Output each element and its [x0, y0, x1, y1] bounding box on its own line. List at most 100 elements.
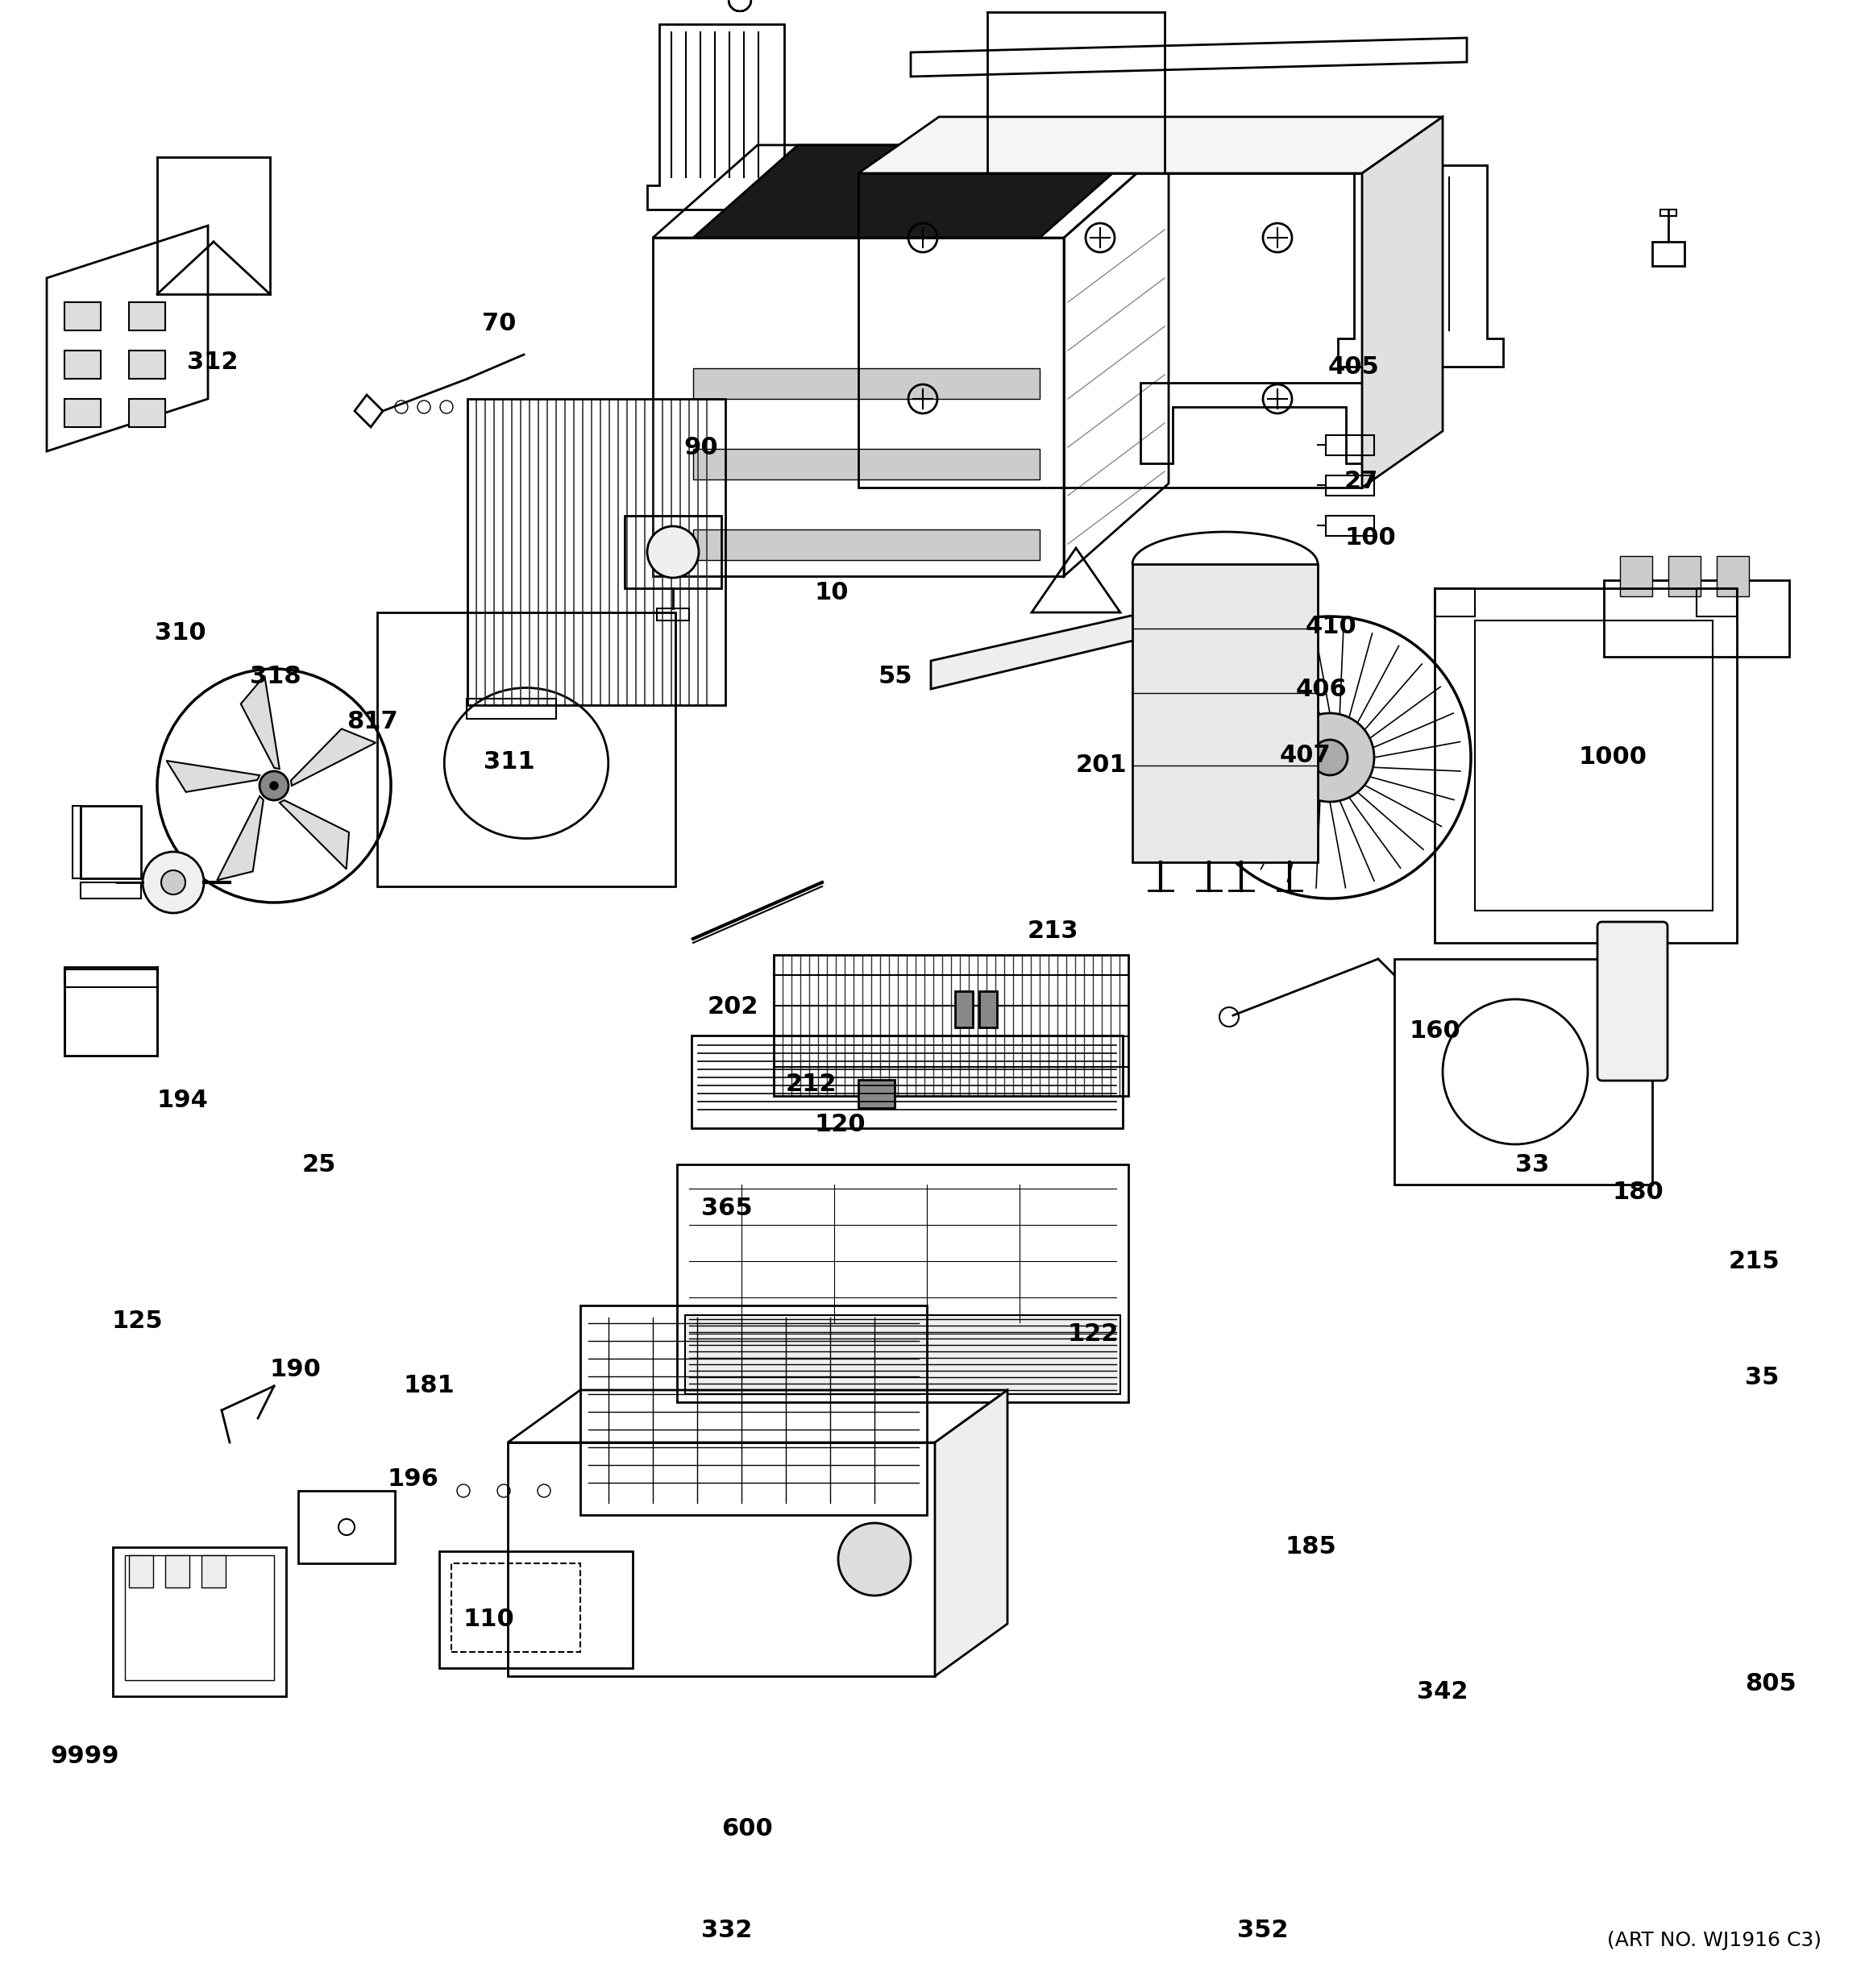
Text: 160: 160: [1408, 1020, 1460, 1044]
Bar: [1434, 588, 1736, 942]
Text: 27: 27: [1345, 471, 1378, 493]
Text: 70: 70: [481, 312, 517, 336]
Polygon shape: [931, 596, 1218, 690]
Bar: [625, 515, 722, 588]
Circle shape: [647, 527, 699, 579]
Text: 122: 122: [1069, 1322, 1119, 1346]
Text: 10: 10: [813, 580, 849, 604]
Text: 55: 55: [878, 666, 912, 688]
Bar: [694, 529, 1039, 561]
Bar: [440, 1551, 632, 1668]
Bar: [298, 1491, 395, 1563]
Text: 405: 405: [1328, 356, 1380, 378]
Text: 100: 100: [1345, 527, 1395, 551]
Circle shape: [259, 771, 289, 801]
Bar: [1326, 475, 1375, 495]
Circle shape: [837, 1523, 910, 1596]
Circle shape: [142, 851, 203, 912]
Polygon shape: [216, 795, 263, 881]
Text: 600: 600: [722, 1817, 772, 1841]
Polygon shape: [280, 801, 349, 869]
Polygon shape: [291, 730, 375, 785]
Text: 311: 311: [483, 749, 535, 773]
Bar: [1475, 620, 1712, 911]
Circle shape: [1313, 740, 1348, 775]
Bar: [466, 698, 556, 720]
Bar: [1395, 958, 1652, 1185]
Circle shape: [270, 781, 278, 789]
Bar: [451, 1563, 580, 1652]
Text: 185: 185: [1285, 1535, 1337, 1559]
Circle shape: [1285, 714, 1375, 801]
Bar: [1132, 565, 1319, 863]
Polygon shape: [166, 761, 259, 791]
Text: 90: 90: [683, 435, 718, 459]
Bar: [1652, 243, 1684, 266]
Text: 310: 310: [155, 620, 205, 644]
Text: 342: 342: [1417, 1680, 1468, 1704]
Bar: [979, 992, 998, 1028]
Text: 212: 212: [785, 1072, 837, 1095]
FancyBboxPatch shape: [1598, 922, 1667, 1081]
Bar: [1604, 580, 1789, 656]
Bar: [129, 400, 166, 427]
Bar: [656, 608, 688, 620]
Text: 213: 213: [1028, 918, 1078, 942]
Bar: [1326, 435, 1375, 455]
Text: 181: 181: [403, 1374, 455, 1398]
Text: 120: 120: [813, 1113, 865, 1135]
Polygon shape: [1361, 117, 1444, 487]
Bar: [73, 805, 80, 879]
Bar: [80, 883, 142, 899]
Bar: [653, 239, 1063, 577]
Text: 125: 125: [112, 1310, 162, 1334]
Bar: [80, 805, 142, 879]
Polygon shape: [858, 117, 1444, 173]
Text: 410: 410: [1306, 614, 1358, 638]
Text: 190: 190: [270, 1358, 321, 1382]
Bar: [694, 368, 1039, 400]
Bar: [1669, 557, 1701, 596]
Text: 25: 25: [302, 1153, 336, 1177]
Bar: [858, 173, 1361, 487]
Bar: [507, 1443, 934, 1676]
Text: 805: 805: [1746, 1672, 1796, 1696]
Bar: [1326, 515, 1375, 537]
Bar: [468, 400, 725, 706]
Bar: [1609, 1000, 1656, 1018]
Bar: [65, 302, 101, 330]
Circle shape: [160, 871, 185, 895]
Bar: [1660, 209, 1677, 217]
Bar: [65, 970, 157, 988]
Bar: [955, 992, 974, 1028]
Bar: [129, 350, 166, 380]
Polygon shape: [694, 145, 1145, 239]
Bar: [1621, 557, 1652, 596]
Bar: [1434, 588, 1475, 616]
Bar: [1609, 968, 1656, 986]
Bar: [1697, 588, 1736, 616]
Text: 201: 201: [1076, 753, 1126, 777]
Bar: [1609, 1030, 1656, 1048]
Text: 110: 110: [463, 1608, 515, 1632]
Text: 202: 202: [707, 996, 759, 1020]
Bar: [677, 1165, 1128, 1402]
Text: 318: 318: [250, 666, 300, 688]
Text: 406: 406: [1296, 678, 1347, 700]
Bar: [377, 612, 675, 887]
Bar: [129, 1555, 153, 1588]
Text: 407: 407: [1279, 744, 1332, 767]
Bar: [1609, 938, 1656, 956]
Text: 9999: 9999: [50, 1745, 119, 1769]
Text: 33: 33: [1514, 1153, 1550, 1177]
Bar: [692, 1036, 1123, 1127]
Text: 1000: 1000: [1578, 746, 1647, 769]
Text: 365: 365: [701, 1197, 752, 1221]
Bar: [201, 1555, 226, 1588]
Bar: [774, 954, 1128, 1095]
Text: 817: 817: [347, 710, 397, 734]
Text: 196: 196: [386, 1467, 438, 1491]
Polygon shape: [241, 676, 280, 769]
Bar: [580, 1306, 927, 1515]
Bar: [114, 1547, 285, 1696]
